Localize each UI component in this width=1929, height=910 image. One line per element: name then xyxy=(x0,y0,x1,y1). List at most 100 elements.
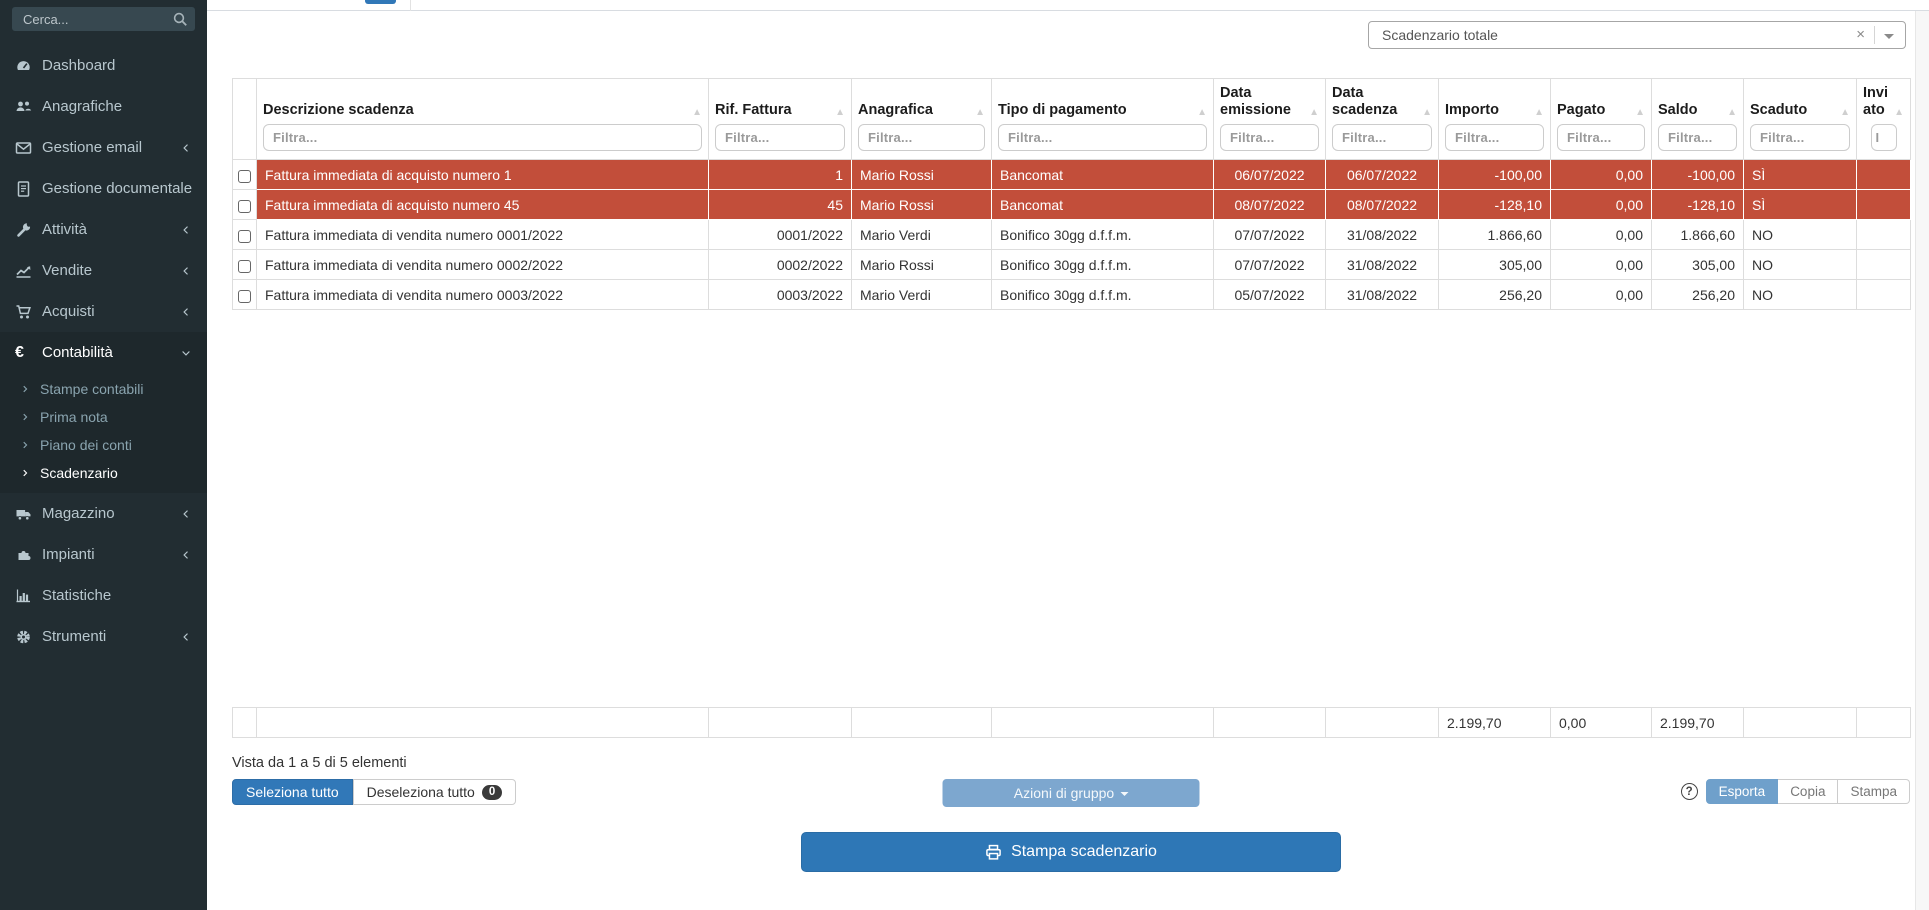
filter-input-descrizione[interactable] xyxy=(263,124,702,152)
filter-input-pagato[interactable] xyxy=(1557,124,1645,152)
sidebar-search xyxy=(12,7,195,31)
contabilita-submenu: Stampe contabili Prima nota Piano dei co… xyxy=(0,373,207,493)
table-header-row: Descrizione scadenza▲ Rif. Fattura▲ Anag… xyxy=(232,77,1911,161)
table-row[interactable]: Fattura immediata di vendita numero 0001… xyxy=(232,219,1911,251)
cell-descrizione: Fattura immediata di acquisto numero 45 xyxy=(256,189,709,221)
cell-importo: 305,00 xyxy=(1438,249,1551,281)
sort-icon[interactable]: ▲ xyxy=(1635,106,1645,118)
sidebar-item-dashboard[interactable]: Dashboard xyxy=(0,45,207,86)
sidebar-item-statistiche[interactable]: Statistiche xyxy=(0,575,207,616)
filter-input-rif-fattura[interactable] xyxy=(715,124,845,152)
table-row[interactable]: Fattura immediata di vendita numero 0002… xyxy=(232,249,1911,281)
document-icon xyxy=(15,181,32,197)
filter-input-anagrafica[interactable] xyxy=(858,124,985,152)
copy-button[interactable]: Copia xyxy=(1778,779,1839,805)
cell-importo: -100,00 xyxy=(1438,159,1551,191)
filter-input-data-emissione[interactable] xyxy=(1220,124,1319,152)
schedule-filter-value: Scadenzario totale xyxy=(1382,27,1498,43)
clear-selection-icon[interactable]: × xyxy=(1856,26,1865,43)
filter-input-saldo[interactable] xyxy=(1658,124,1737,152)
filter-input-inviato[interactable] xyxy=(1870,124,1897,152)
sidebar-item-vendite[interactable]: Vendite xyxy=(0,250,207,291)
wrench-icon xyxy=(15,222,32,238)
filter-input-importo[interactable] xyxy=(1445,124,1544,152)
filter-input-scaduto[interactable] xyxy=(1750,124,1850,152)
sort-icon[interactable]: ▲ xyxy=(692,106,702,118)
sort-icon[interactable]: ▲ xyxy=(1840,106,1850,118)
column-header-data-emissione[interactable]: Data emissione ▲ xyxy=(1213,77,1326,161)
cell-pagamento: Bonifico 30gg d.f.f.m. xyxy=(991,249,1214,281)
cell-anagrafica: Mario Rossi xyxy=(851,189,992,221)
chevron-left-icon xyxy=(180,508,192,520)
sidebar-item-contabilita[interactable]: € Contabilità xyxy=(0,332,207,373)
submenu-item-label: Scadenzario xyxy=(40,465,118,481)
column-header-data-scadenza[interactable]: Data scadenza ▲ xyxy=(1325,77,1439,161)
sidebar-item-label: Anagrafiche xyxy=(42,98,123,115)
sidebar-item-impianti[interactable]: Impianti xyxy=(0,534,207,575)
deselect-all-button[interactable]: Deseleziona tutto 0 xyxy=(352,779,517,806)
sidebar-item-anagrafiche[interactable]: Anagrafiche xyxy=(0,86,207,127)
table-row[interactable]: Fattura immediata di acquisto numero 1 1… xyxy=(232,159,1911,191)
filter-input-tipo-pagamento[interactable] xyxy=(998,124,1207,152)
column-header-scaduto[interactable]: Scaduto ▲ xyxy=(1743,77,1857,161)
column-header-pagato[interactable]: Pagato ▲ xyxy=(1550,77,1652,161)
sidebar-item-prima-nota[interactable]: Prima nota xyxy=(0,403,207,431)
print-schedule-button[interactable]: Stampa scadenzario xyxy=(801,832,1341,873)
sort-icon[interactable]: ▲ xyxy=(1534,106,1544,118)
sidebar-item-strumenti[interactable]: Strumenti xyxy=(0,616,207,657)
sidebar-item-gestione-email[interactable]: Gestione email xyxy=(0,127,207,168)
sort-icon[interactable]: ▲ xyxy=(1309,106,1319,118)
row-checkbox[interactable] xyxy=(238,169,251,183)
column-header-descrizione[interactable]: Descrizione scadenza ▲ xyxy=(256,77,709,161)
row-checkbox[interactable] xyxy=(238,259,251,273)
cell-pagato: 0,00 xyxy=(1550,189,1652,221)
sort-icon[interactable]: ▲ xyxy=(835,106,845,118)
sidebar-item-gestione-documentale[interactable]: Gestione documentale xyxy=(0,168,207,209)
sort-icon[interactable]: ▲ xyxy=(1422,106,1432,118)
euro-icon: € xyxy=(15,343,24,361)
line-chart-icon xyxy=(15,263,32,279)
export-button[interactable]: Esporta xyxy=(1705,779,1779,805)
sort-icon[interactable]: ▲ xyxy=(975,106,985,118)
column-header-tipo-pagamento[interactable]: Tipo di pagamento ▲ xyxy=(991,77,1214,161)
schedule-filter-select[interactable]: Scadenzario totale × xyxy=(1368,21,1906,49)
cell-pagato: 0,00 xyxy=(1550,159,1652,191)
column-header-inviato[interactable]: Inviato ▲ xyxy=(1856,77,1911,161)
row-checkbox[interactable] xyxy=(238,199,251,213)
actions-bar: Seleziona tutto Deseleziona tutto 0 Azio… xyxy=(232,779,1910,808)
cell-anagrafica: Mario Verdi xyxy=(851,219,992,251)
column-header-anagrafica[interactable]: Anagrafica ▲ xyxy=(851,77,992,161)
cell-scaduto: SÌ xyxy=(1743,189,1857,221)
select-all-button[interactable]: Seleziona tutto xyxy=(232,779,353,806)
column-header-saldo[interactable]: Saldo ▲ xyxy=(1651,77,1744,161)
vertical-scrollbar[interactable] xyxy=(1915,11,1929,910)
cell-pagato: 0,00 xyxy=(1550,279,1652,311)
sort-icon[interactable]: ▲ xyxy=(1727,106,1737,118)
group-actions-button[interactable]: Azioni di gruppo xyxy=(942,779,1200,808)
help-icon[interactable]: ? xyxy=(1680,783,1698,801)
select-caret-icon[interactable] xyxy=(1884,34,1894,39)
column-header-rif-fattura[interactable]: Rif. Fattura ▲ xyxy=(708,77,852,161)
sidebar-item-scadenzario[interactable]: Scadenzario xyxy=(0,459,207,487)
sidebar-item-attivita[interactable]: Attività xyxy=(0,209,207,250)
cell-scaduto: NO xyxy=(1743,219,1857,251)
sidebar-search-input[interactable] xyxy=(12,7,195,31)
sidebar-item-acquisti[interactable]: Acquisti xyxy=(0,291,207,332)
print-schedule-row: Stampa scadenzario xyxy=(232,832,1910,873)
sort-icon[interactable]: ▲ xyxy=(1894,106,1904,118)
filter-input-data-scadenza[interactable] xyxy=(1332,124,1432,152)
sidebar-item-stampe-contabili[interactable]: Stampe contabili xyxy=(0,375,207,403)
sort-icon[interactable]: ▲ xyxy=(1197,106,1207,118)
envelope-icon xyxy=(15,140,32,156)
print-button[interactable]: Stampa xyxy=(1838,779,1910,805)
row-checkbox[interactable] xyxy=(238,229,251,243)
search-icon[interactable] xyxy=(172,11,188,27)
sidebar-item-piano-dei-conti[interactable]: Piano dei conti xyxy=(0,431,207,459)
cell-pagamento: Bonifico 30gg d.f.f.m. xyxy=(991,219,1214,251)
cell-pagato: 0,00 xyxy=(1550,219,1652,251)
table-row[interactable]: Fattura immediata di vendita numero 0003… xyxy=(232,279,1911,311)
sidebar-item-magazzino[interactable]: Magazzino xyxy=(0,493,207,534)
row-checkbox[interactable] xyxy=(238,289,251,303)
table-row[interactable]: Fattura immediata di acquisto numero 45 … xyxy=(232,189,1911,221)
column-header-importo[interactable]: Importo ▲ xyxy=(1438,77,1551,161)
